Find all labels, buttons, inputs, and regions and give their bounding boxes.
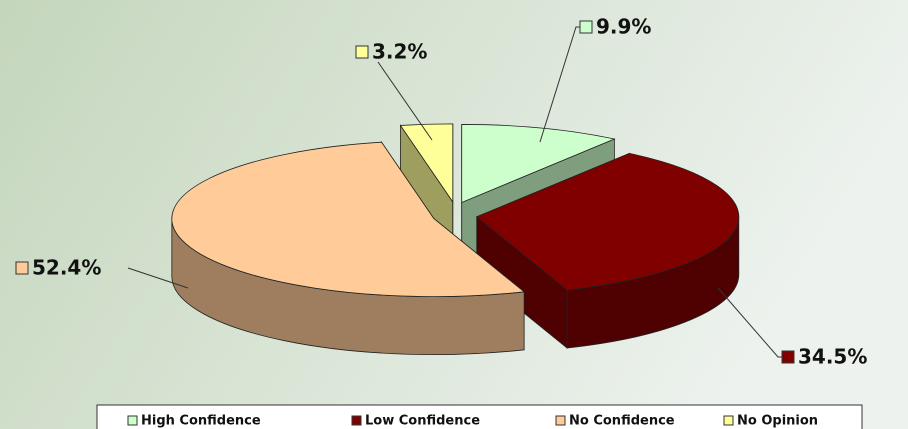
- leader-line: [127, 267, 189, 289]
- slice: [461, 124, 616, 204]
- legend-swatch: [351, 415, 362, 426]
- label-swatch: [15, 261, 29, 275]
- leader-line: [377, 61, 433, 141]
- data-label: 34.5%: [798, 345, 867, 369]
- label-swatch: [781, 350, 795, 364]
- legend: High Confidence Low Confidence No Confiden…: [127, 414, 818, 429]
- legend-label: High Confidence: [141, 414, 261, 429]
- label-swatch: [355, 45, 369, 59]
- legend-swatch: [555, 415, 566, 426]
- legend-label: No Opinion: [737, 414, 818, 429]
- leader-line: [539, 26, 580, 143]
- pie: [171, 123, 740, 356]
- legend-box: [96, 404, 863, 429]
- data-label: 3.2%: [372, 40, 427, 64]
- leader-line: [717, 287, 782, 358]
- slice: [171, 141, 526, 297]
- data-label: 9.9%: [596, 15, 651, 39]
- slice: [476, 152, 740, 291]
- legend-label: No Confidence: [569, 414, 675, 429]
- legend-label: Low Confidence: [365, 414, 480, 429]
- legend-swatch: [127, 415, 138, 426]
- data-label: 52.4%: [32, 256, 101, 280]
- label-swatch: [579, 20, 593, 34]
- slice: [399, 123, 454, 204]
- labels: 9.9% 34.5% 52.4% 3.2%: [15, 15, 867, 369]
- legend-swatch: [723, 415, 734, 426]
